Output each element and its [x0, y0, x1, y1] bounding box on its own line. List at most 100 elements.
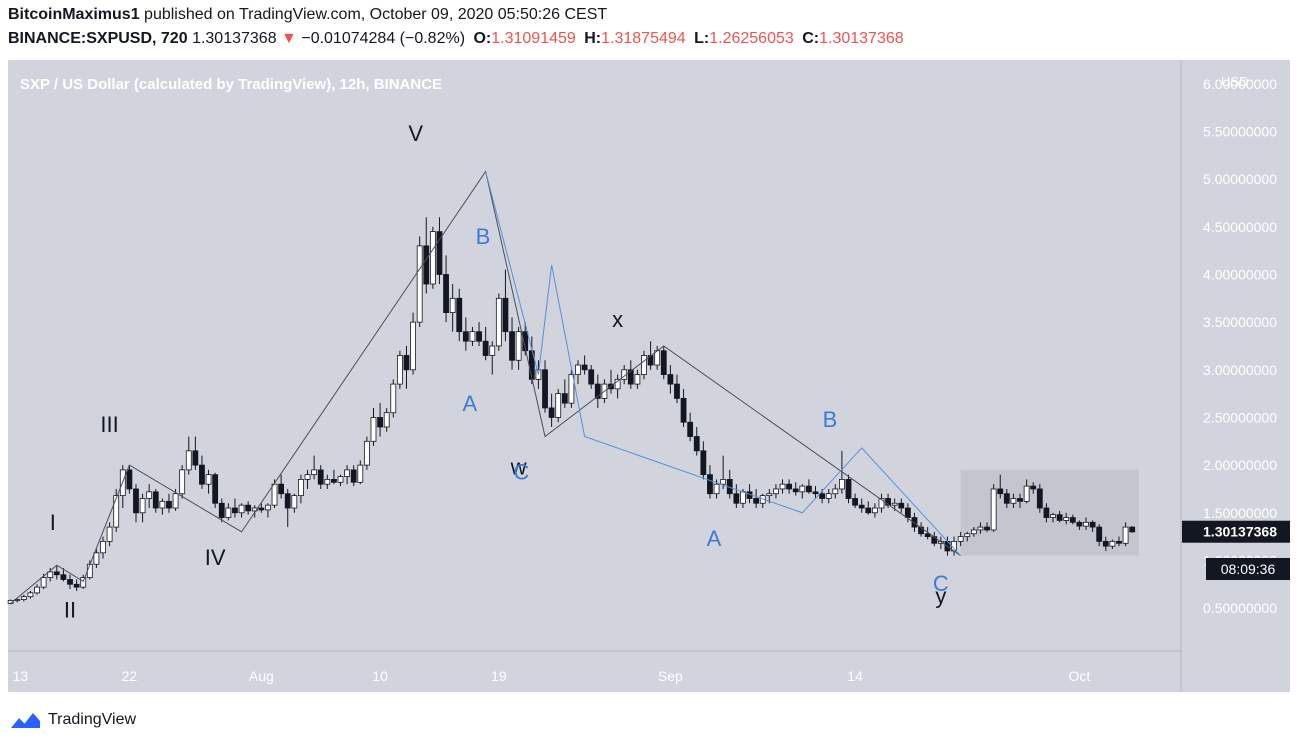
tradingview-brand[interactable]: TradingView	[48, 711, 137, 728]
candle	[667, 365, 674, 394]
candle	[792, 482, 799, 496]
candle	[1030, 482, 1037, 494]
candle	[1010, 493, 1017, 509]
candle	[555, 388, 562, 423]
candle	[1076, 520, 1083, 530]
candle	[548, 393, 555, 427]
consolidation-zone	[960, 469, 1139, 556]
footer: TradingView	[8, 708, 136, 732]
candle	[429, 226, 436, 289]
y-tick-label: 4.00000000	[1203, 266, 1277, 282]
candle	[1063, 512, 1070, 525]
candle	[693, 426, 700, 456]
low-label: L:	[694, 30, 710, 47]
candle	[964, 531, 971, 542]
candle	[166, 493, 172, 513]
candle	[641, 350, 647, 380]
x-tick-label: 22	[122, 668, 138, 684]
candle	[1109, 539, 1116, 550]
low-value: 1.26256053	[709, 30, 794, 47]
candle	[152, 488, 159, 513]
candle	[1017, 493, 1023, 509]
candle	[291, 493, 298, 513]
candle	[878, 493, 885, 513]
x-tick-label: 10	[372, 668, 388, 684]
candle	[660, 345, 667, 380]
candle	[377, 403, 383, 437]
y-tick-label: 3.50000000	[1203, 314, 1277, 330]
wave-label: B	[823, 407, 838, 432]
x-tick-label: Aug	[249, 668, 274, 684]
blue-wave-line	[485, 171, 962, 557]
candle	[456, 288, 463, 342]
x-tick-label: 19	[491, 668, 507, 684]
candle	[509, 317, 515, 370]
candle	[568, 369, 575, 408]
candle	[1122, 522, 1129, 547]
candle	[410, 312, 416, 375]
candle	[324, 474, 331, 489]
wave-label: I	[50, 510, 56, 535]
candle	[357, 460, 364, 485]
candle	[469, 326, 476, 346]
candle	[1003, 488, 1010, 509]
open-label: O:	[473, 30, 492, 47]
candle	[271, 479, 278, 509]
candle	[34, 584, 40, 595]
candle	[707, 465, 713, 499]
wave-label: A	[462, 391, 477, 416]
candle	[588, 365, 595, 389]
candle	[1050, 512, 1056, 523]
candle	[575, 360, 581, 385]
candle	[581, 355, 588, 375]
candle	[20, 594, 27, 602]
candle	[185, 436, 192, 475]
candle	[1129, 526, 1136, 533]
price-axis[interactable]	[1181, 60, 1290, 692]
wave-label: B	[476, 224, 491, 249]
candle	[885, 493, 891, 509]
wave-label: x	[612, 307, 623, 332]
wave-label: III	[100, 412, 118, 437]
author-name[interactable]: BitcoinMaximus1	[8, 6, 140, 23]
publish-line: BitcoinMaximus1 published on TradingView…	[8, 6, 607, 24]
y-tick-label: 0.50000000	[1203, 600, 1277, 616]
candle	[627, 360, 634, 389]
candle	[977, 522, 984, 534]
candle	[687, 412, 694, 442]
x-tick-label: Oct	[1069, 668, 1091, 684]
candle	[476, 322, 482, 346]
candle	[1102, 536, 1109, 551]
wave-label: y	[935, 583, 946, 608]
candle	[278, 474, 285, 499]
high-label: H:	[584, 30, 602, 47]
y-tick-label: 5.00000000	[1203, 171, 1277, 187]
candle	[205, 469, 212, 494]
candle	[436, 217, 443, 285]
candle	[1116, 536, 1122, 547]
candle	[133, 484, 139, 523]
candle	[238, 503, 245, 518]
price-change: −0.01074284 (−0.82%)	[301, 30, 466, 47]
candle	[225, 503, 232, 521]
y-tick-label: 3.00000000	[1203, 362, 1277, 378]
candle	[911, 512, 918, 532]
publish-info: published on TradingView.com, October 09…	[144, 6, 608, 23]
current-price-tag-bg	[1182, 520, 1290, 543]
candle	[1089, 520, 1096, 532]
candle	[852, 493, 858, 509]
candle	[298, 474, 304, 504]
wave-label: w	[510, 455, 527, 480]
y-tick-label: 5.50000000	[1203, 123, 1277, 139]
symbol-name[interactable]: BINANCE:SXPUSD, 720	[8, 30, 188, 47]
candle	[1069, 514, 1076, 525]
candle	[344, 465, 351, 485]
candle	[73, 579, 80, 591]
candle	[449, 284, 456, 332]
plot-area[interactable]	[8, 60, 1181, 692]
tradingview-logo-icon[interactable]	[8, 710, 42, 730]
candle	[634, 369, 641, 389]
countdown-value: 08:09:36	[1221, 561, 1276, 577]
